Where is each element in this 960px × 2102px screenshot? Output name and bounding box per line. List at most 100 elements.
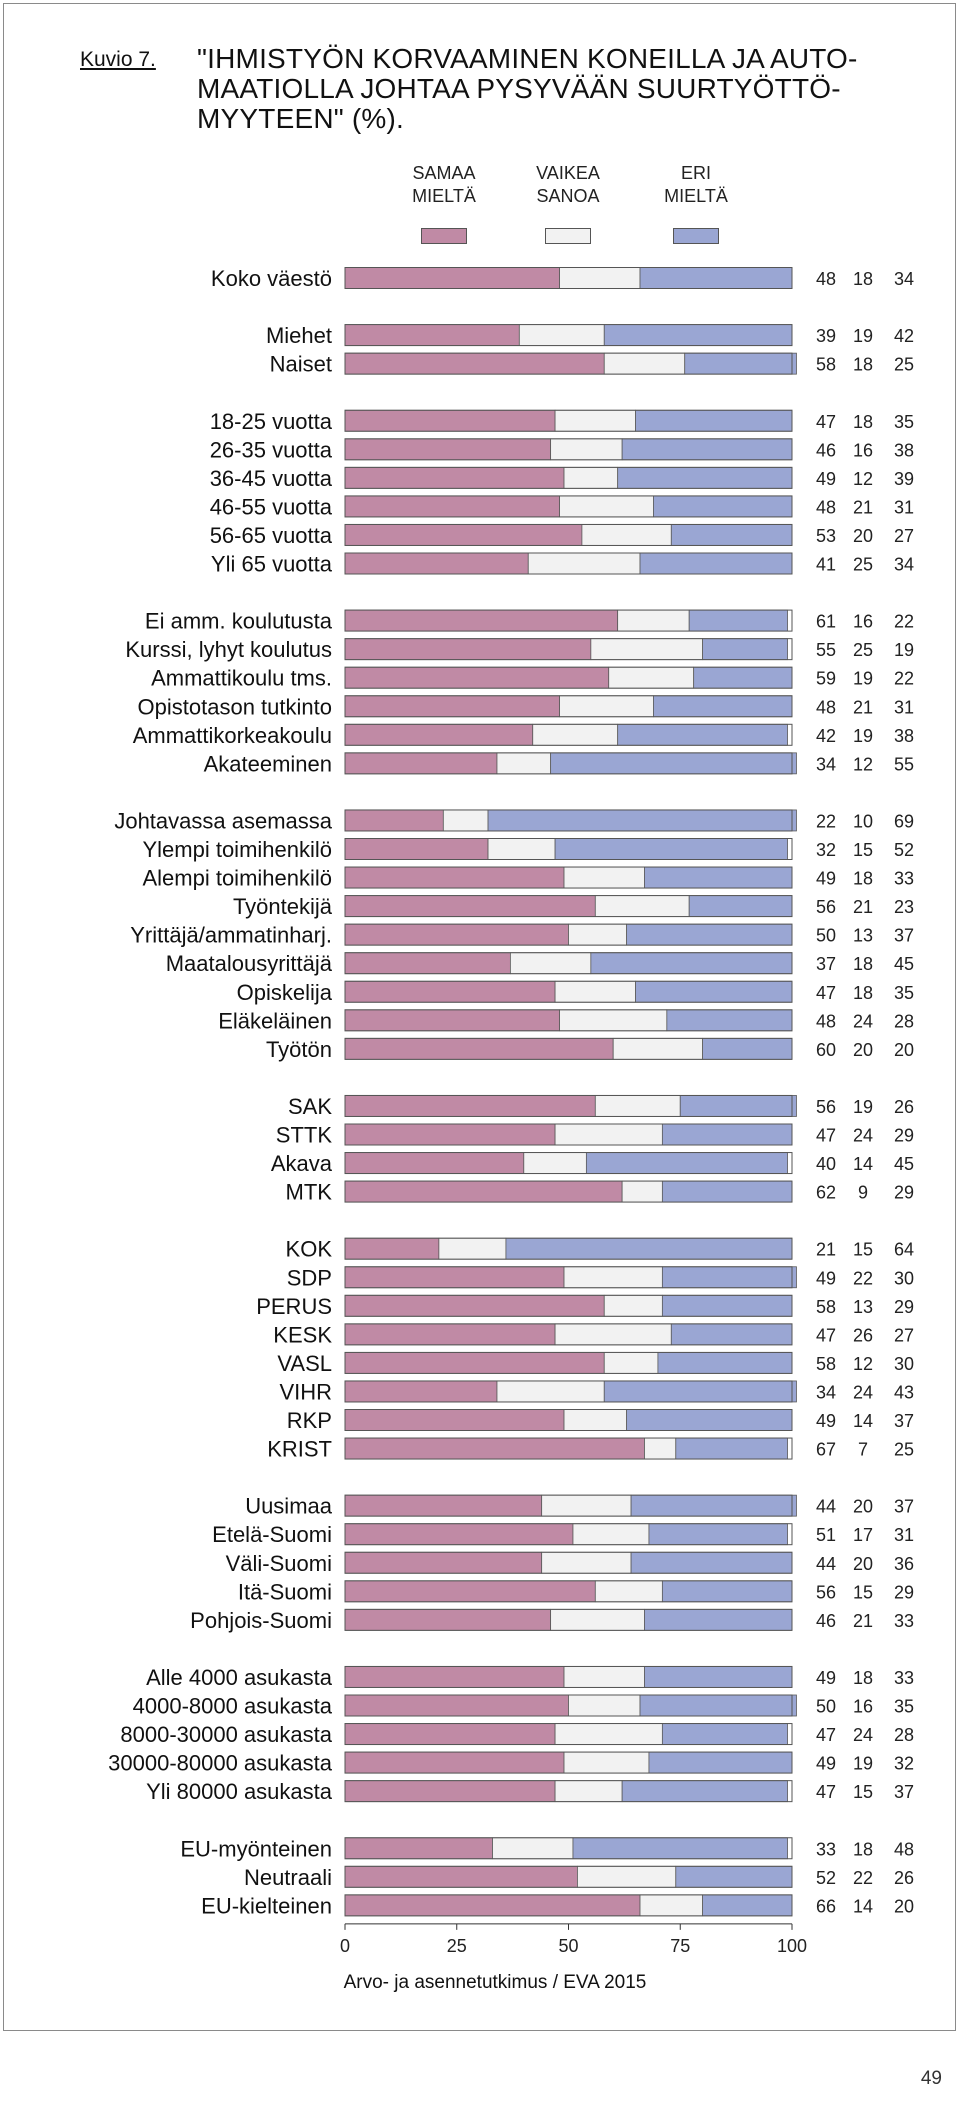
value-label: 29 [894,1582,914,1602]
bar-outline [344,923,793,946]
row-label: STTK [276,1123,333,1148]
bar-segment-eri [702,1037,793,1060]
value-label: 18 [853,954,873,974]
value-label: 34 [894,269,914,289]
bar-segment-vaikea [603,1352,659,1374]
value-label: 14 [853,1154,873,1174]
row-label: Kurssi, lyhyt koulutus [125,637,332,662]
bar-outline [344,609,793,632]
bar-segment-eri [603,1380,797,1403]
bar-segment-vaikea [438,1237,507,1260]
bar-segment-vaikea [568,923,628,946]
bar-segment-samaa [344,1723,556,1745]
bar-segment-eri [572,1837,788,1860]
bar-outline [344,1094,793,1117]
bar-segment-vaikea [496,752,552,775]
bar-segment-samaa [344,1666,565,1688]
value-label: 20 [853,526,873,546]
value-label: 14 [853,1411,873,1431]
bar-segment-eri [648,1523,788,1546]
bar-outline [344,1294,793,1317]
row-label: EU-myönteinen [180,1836,332,1861]
value-label: 30 [894,1268,914,1288]
bar-segment-vaikea [639,1894,704,1917]
row-label: 56-65 vuotta [210,523,333,548]
value-label: 18 [853,869,873,889]
bar-outline [344,809,793,832]
bar-segment-vaikea [554,1780,623,1803]
legend-item-eri: ERI MIELTÄ [626,162,766,244]
bar-segment-vaikea [541,1551,632,1574]
value-label: 7 [858,1440,868,1460]
value-label: 66 [816,1896,836,1916]
value-label: 19 [853,669,873,689]
row-label: 36-45 vuotta [210,466,333,491]
value-label: 29 [894,1297,914,1317]
bar-outline [344,1894,793,1917]
value-label: 47 [816,1325,836,1345]
bar-segment-vaikea [563,1666,645,1688]
value-label: 56 [816,897,836,917]
row-label: 46-55 vuotta [210,494,333,519]
bar-segment-vaikea [603,1294,663,1317]
bar-outline [344,866,793,889]
legend-label-line2: MIELTÄ [412,186,476,206]
bar-segment-eri [590,952,793,975]
value-label: 21 [853,1611,873,1631]
page-number: 49 [920,2068,942,2089]
bar-segment-vaikea [608,666,695,689]
value-label: 25 [853,555,873,575]
value-label: 59 [816,669,836,689]
value-label: 19 [853,726,873,746]
bar-segment-samaa [344,980,556,1003]
row-label: Koko väestö [211,266,332,291]
bar-segment-eri [639,552,793,575]
value-label: 22 [853,1268,873,1288]
bar-segment-samaa [344,1751,565,1774]
row-label: Etelä-Suomi [212,1522,332,1547]
row-label: 18-25 vuotta [210,409,333,434]
bar-segment-eri [688,609,788,632]
bar-segment-samaa [344,495,560,518]
bar-outline [344,1865,793,1888]
x-tick-label: 75 [670,1936,690,1956]
value-label: 44 [816,1554,836,1574]
bar-segment-samaa [344,923,569,946]
row-label: VASL [277,1351,332,1376]
value-label: 29 [894,1183,914,1203]
bar-segment-vaikea [617,609,690,632]
row-label: Uusimaa [245,1494,333,1519]
value-label: 25 [853,640,873,660]
bar-segment-eri [639,1694,797,1717]
bar-segment-vaikea [563,466,619,489]
bar-segment-vaikea [563,1266,663,1289]
value-label: 31 [894,497,914,517]
legend-label: VAIKEA SANOA [498,162,638,214]
value-label: 19 [894,640,914,660]
bar-segment-samaa [344,1323,556,1346]
bar-segment-eri [661,1180,793,1203]
value-label: 55 [894,754,914,774]
value-label: 21 [853,897,873,917]
value-label: 15 [853,1782,873,1802]
bar-segment-vaikea [577,1865,677,1888]
bar-outline [344,267,793,289]
value-label: 20 [853,1554,873,1574]
chart-title: "IHMISTYÖN KORVAAMINEN KONEILLA JA AUTO-… [197,43,858,134]
bar-outline [344,552,793,575]
bar-segment-eri [657,1352,793,1374]
legend-label: ERI MIELTÄ [626,162,766,214]
value-label: 20 [894,1040,914,1060]
value-label: 48 [816,1011,836,1031]
bar-segment-eri [487,809,797,832]
bar-segment-vaikea [581,524,672,546]
value-label: 26 [894,1097,914,1117]
bar-outline [344,666,793,689]
bar-segment-eri [670,1323,793,1346]
value-label: 60 [816,1040,836,1060]
bar-segment-samaa [344,1694,569,1717]
bar-outline [344,1351,793,1374]
bar-segment-vaikea [559,695,654,718]
bar-segment-samaa [344,1780,556,1803]
bar-segment-eri [702,1894,793,1917]
